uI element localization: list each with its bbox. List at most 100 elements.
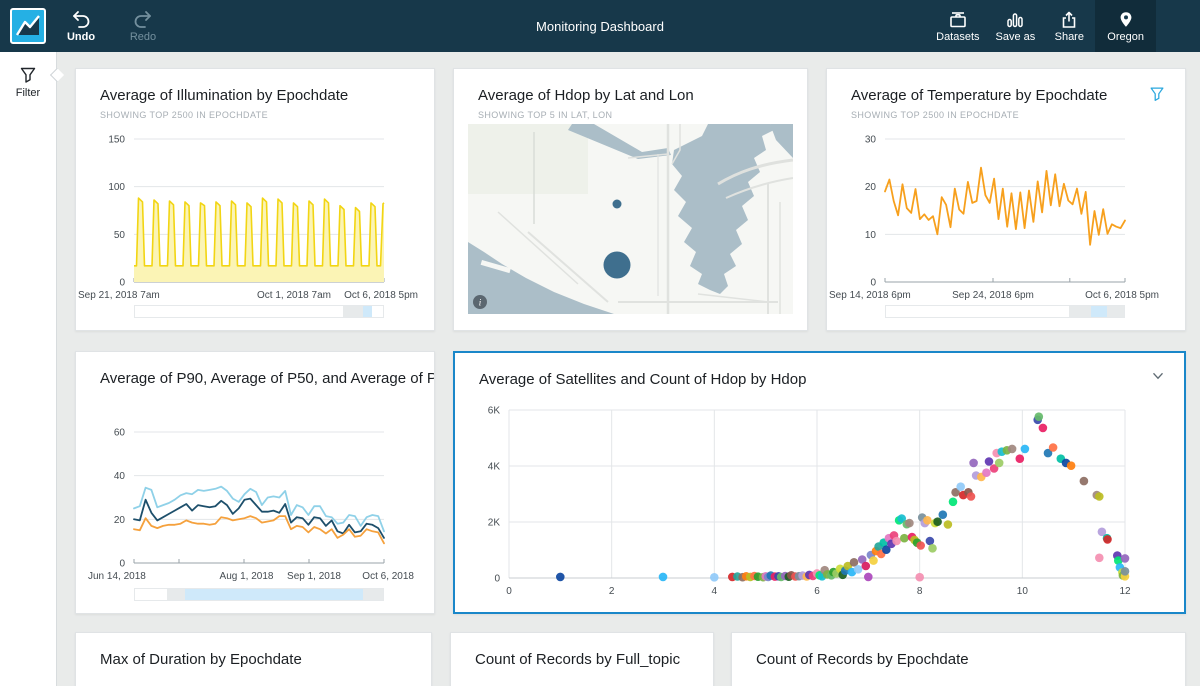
- visual-satellites-selected: Average of Satellites and Count of Hdop …: [453, 351, 1186, 614]
- date-range-scrubber[interactable]: [885, 305, 1125, 318]
- percentiles-line-chart[interactable]: 0 20 40 60 Jun 14, 2018 Aug 1, 2018 Sep 1, 201…: [76, 408, 434, 586]
- svg-text:10: 10: [1017, 586, 1029, 597]
- svg-text:0: 0: [119, 559, 125, 570]
- svg-text:Aug 1, 2018: Aug 1, 2018: [220, 571, 274, 582]
- visual-temperature: Average of Temperature by Epochdate SHOW…: [826, 68, 1186, 331]
- save-as-icon: [1007, 12, 1024, 27]
- visual-subtitle: SHOWING TOP 2500 IN EPOCHDATE: [851, 110, 1019, 120]
- date-range-scrubber[interactable]: [134, 588, 384, 601]
- svg-text:Jun 14, 2018: Jun 14, 2018: [88, 571, 146, 582]
- visual-title: Average of Satellites and Count of Hdop …: [479, 371, 807, 388]
- svg-text:40: 40: [114, 471, 126, 482]
- points-on-map[interactable]: i: [468, 124, 793, 314]
- top-bar: Undo Redo Monitoring Dashboard Datasets …: [0, 0, 1200, 52]
- filter-rail: Filter: [0, 52, 57, 686]
- svg-text:8: 8: [917, 586, 923, 597]
- filter-rail-label: Filter: [15, 87, 41, 99]
- visual-title: Max of Duration by Epochdate: [100, 651, 302, 668]
- map-water-corner: [770, 124, 793, 158]
- svg-text:6: 6: [814, 586, 820, 597]
- svg-text:0: 0: [494, 574, 500, 585]
- temperature-line-chart[interactable]: 0 10 20 30 Sep 14, 2018 6pm Sep 24, 2018 6pm O…: [827, 127, 1185, 305]
- svg-text:Sep 24, 2018 6pm: Sep 24, 2018 6pm: [952, 290, 1034, 301]
- visual-title: Average of Illumination by Epochdate: [100, 87, 349, 104]
- date-range-scrubber[interactable]: [134, 305, 384, 318]
- filter-icon[interactable]: [17, 65, 39, 85]
- visual-subtitle: SHOWING TOP 5 IN LAT, LON: [478, 110, 613, 120]
- quicksight-logo-icon: [15, 15, 40, 36]
- topbar-actions: Datasets Save as Share Oregon: [928, 0, 1200, 52]
- svg-text:6K: 6K: [488, 406, 501, 417]
- svg-text:12: 12: [1119, 586, 1131, 597]
- visual-percentiles: Average of P90, Average of P50, and Aver…: [75, 351, 435, 614]
- datasets-button[interactable]: Datasets: [928, 0, 987, 52]
- svg-text:60: 60: [114, 428, 126, 439]
- visual-title: Count of Records by Epochdate: [756, 651, 969, 668]
- undo-icon: [73, 10, 90, 28]
- svg-text:Oct 1, 2018 7am: Oct 1, 2018 7am: [257, 290, 331, 301]
- svg-text:Oct 6, 2018 5pm: Oct 6, 2018 5pm: [344, 290, 418, 301]
- illumination-area-chart[interactable]: 0 50 100 150 Sep 21, 2018 7am Oct 1, 2018 7am…: [76, 127, 434, 305]
- quicksight-logo[interactable]: [10, 8, 46, 44]
- svg-text:100: 100: [108, 182, 125, 193]
- undo-button[interactable]: Undo: [54, 0, 108, 52]
- scrubber-handle[interactable]: [343, 306, 364, 317]
- map-bubbles[interactable]: [603, 199, 631, 279]
- redo-label: Redo: [129, 30, 157, 43]
- scrubber-selected-range[interactable]: [184, 589, 364, 600]
- chevron-down-icon[interactable]: [1148, 367, 1168, 385]
- svg-text:i: i: [479, 298, 482, 308]
- visual-hdop-map: Average of Hdop by Lat and Lon SHOWING T…: [453, 68, 808, 331]
- map-roads: [497, 124, 793, 314]
- datasets-icon: [950, 11, 966, 27]
- map-water-canal: [568, 124, 671, 159]
- svg-text:0: 0: [119, 278, 125, 289]
- visual-records-by-topic: Count of Records by Full_topic: [450, 632, 714, 686]
- scrubber-handle[interactable]: [1069, 306, 1091, 317]
- svg-text:Sep 21, 2018 7am: Sep 21, 2018 7am: [78, 290, 160, 301]
- scrubber-handle[interactable]: [363, 589, 383, 600]
- scrubber-selected-range[interactable]: [363, 306, 372, 317]
- svg-text:10: 10: [865, 230, 877, 241]
- satellites-scatter-chart[interactable]: 0 2K 4K 6K 0 2 4 6 8 10 12: [455, 389, 1184, 611]
- share-icon: [1062, 11, 1076, 28]
- share-button[interactable]: Share: [1043, 0, 1095, 52]
- svg-text:150: 150: [108, 135, 125, 146]
- map-canvas: i: [468, 124, 793, 314]
- visual-duration: Max of Duration by Epochdate: [75, 632, 432, 686]
- undo-label: Undo: [66, 30, 96, 43]
- region-selector[interactable]: Oregon: [1095, 0, 1156, 52]
- datasets-label: Datasets: [936, 30, 980, 43]
- visual-title: Average of P90, Average of P50, and Aver…: [100, 370, 434, 387]
- svg-text:4: 4: [712, 586, 718, 597]
- location-pin-icon: [1120, 11, 1132, 27]
- svg-text:Oct 6, 2018: Oct 6, 2018: [362, 571, 414, 582]
- save-as-label: Save as: [995, 30, 1036, 43]
- scrubber-handle[interactable]: [1107, 306, 1124, 317]
- map-water-bay: [468, 242, 614, 314]
- svg-text:2: 2: [609, 586, 615, 597]
- svg-text:Sep 14, 2018 6pm: Sep 14, 2018 6pm: [829, 290, 911, 301]
- svg-text:Sep 1, 2018: Sep 1, 2018: [287, 571, 341, 582]
- map-info-icon[interactable]: i: [473, 295, 487, 309]
- svg-text:30: 30: [865, 135, 877, 146]
- svg-text:20: 20: [865, 182, 877, 193]
- redo-icon: [134, 10, 151, 28]
- save-as-button[interactable]: Save as: [988, 0, 1044, 52]
- svg-text:0: 0: [870, 278, 876, 289]
- scrubber-handle[interactable]: [167, 589, 185, 600]
- visual-filter-icon[interactable]: [1147, 85, 1167, 103]
- visual-subtitle: SHOWING TOP 2500 IN EPOCHDATE: [100, 110, 268, 120]
- svg-text:50: 50: [114, 230, 126, 241]
- svg-text:4K: 4K: [488, 462, 501, 473]
- visual-title: Average of Temperature by Epochdate: [851, 87, 1108, 104]
- visual-illumination: Average of Illumination by Epochdate SHO…: [75, 68, 435, 331]
- map-water-lake: [672, 124, 774, 294]
- region-label: Oregon: [1107, 30, 1144, 43]
- visual-title: Average of Hdop by Lat and Lon: [478, 87, 694, 104]
- visual-title: Count of Records by Full_topic: [475, 651, 681, 668]
- svg-text:Oct 6, 2018 5pm: Oct 6, 2018 5pm: [1085, 290, 1159, 301]
- redo-button[interactable]: Redo: [116, 0, 170, 52]
- scrubber-selected-range[interactable]: [1090, 306, 1108, 317]
- visual-records-by-epochdate: Count of Records by Epochdate: [731, 632, 1186, 686]
